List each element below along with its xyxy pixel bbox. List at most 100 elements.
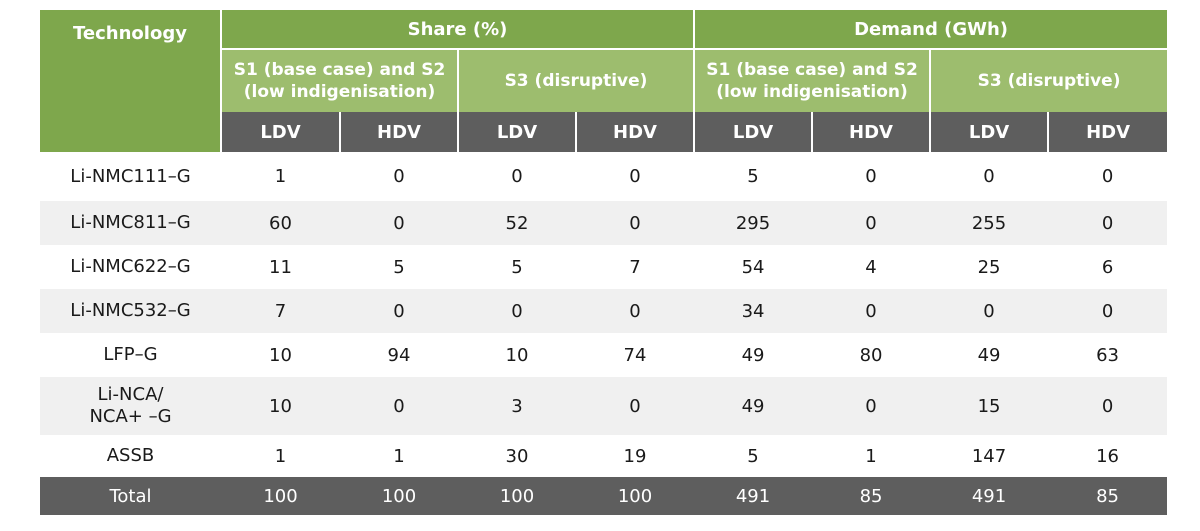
- total-cell: 100: [340, 477, 458, 515]
- cell: 0: [812, 201, 931, 245]
- cell: 5: [340, 245, 458, 289]
- header-demand-s3-ldv: LDV: [929, 112, 1049, 152]
- header-share: Share (%): [219, 10, 695, 49]
- row-technology-line1: Li-NCA/: [97, 384, 164, 405]
- row-technology: Li-NMC811–G: [40, 201, 221, 245]
- cell: 0: [930, 289, 1049, 333]
- cell: 10: [221, 333, 340, 377]
- cell: 0: [340, 377, 458, 435]
- cell: 7: [576, 245, 695, 289]
- table-row: Li-NMC811–G 60 0 52 0 295 0 255 0: [40, 201, 1168, 245]
- header-share-s1-line1: S1 (base case) and S2: [233, 60, 446, 80]
- header-demand-s1-line2: (low indigenisation): [716, 82, 908, 102]
- total-label: Total: [40, 477, 221, 515]
- cell: 11: [221, 245, 340, 289]
- header-demand: Demand (GWh): [693, 10, 1168, 49]
- cell: 0: [812, 152, 931, 201]
- cell: 0: [812, 289, 931, 333]
- total-cell: 85: [1048, 477, 1168, 515]
- cell: 147: [930, 435, 1049, 477]
- cell: 0: [1048, 377, 1168, 435]
- cell: 54: [694, 245, 813, 289]
- header-share-s1-line2: (low indigenisation): [243, 82, 436, 102]
- row-technology-line2: NCA+ –G: [89, 406, 172, 427]
- cell: 0: [340, 152, 458, 201]
- header-share-s3: S3 (disruptive): [456, 48, 695, 112]
- header-demand-s1-ldv: LDV: [693, 112, 813, 152]
- cell: 52: [458, 201, 576, 245]
- total-cell: 85: [812, 477, 931, 515]
- cell: 10: [458, 333, 576, 377]
- header-demand-s3: S3 (disruptive): [929, 48, 1168, 112]
- cell: 49: [694, 377, 813, 435]
- cell: 0: [458, 152, 576, 201]
- table-row: Li-NMC532–G 7 0 0 0 34 0 0 0: [40, 289, 1168, 333]
- cell: 1: [812, 435, 931, 477]
- row-technology: Li-NMC111–G: [40, 152, 221, 201]
- cell: 255: [930, 201, 1049, 245]
- cell: 63: [1048, 333, 1168, 377]
- cell: 15: [930, 377, 1049, 435]
- header-demand-s1-hdv: HDV: [811, 112, 931, 152]
- cell: 10: [221, 377, 340, 435]
- cell: 19: [576, 435, 695, 477]
- cell: 0: [340, 289, 458, 333]
- header-demand-s1-line1: S1 (base case) and S2: [706, 60, 918, 80]
- cell: 74: [576, 333, 695, 377]
- row-technology: LFP–G: [40, 333, 221, 377]
- cell: 6: [1048, 245, 1168, 289]
- cell: 49: [694, 333, 813, 377]
- cell: 5: [458, 245, 576, 289]
- cell: 49: [930, 333, 1049, 377]
- cell: 295: [694, 201, 813, 245]
- cell: 0: [576, 152, 695, 201]
- total-cell: 100: [221, 477, 340, 515]
- header-share-s1: S1 (base case) and S2 (low indigenisatio…: [220, 48, 458, 112]
- header-demand-s3-hdv: HDV: [1047, 112, 1168, 152]
- row-technology: Li-NMC532–G: [40, 289, 221, 333]
- cell: 7: [221, 289, 340, 333]
- total-row: Total 100 100 100 100 491 85 491 85: [40, 477, 1168, 515]
- table-row: Li-NMC622–G 11 5 5 7 54 4 25 6: [40, 245, 1168, 289]
- total-cell: 100: [458, 477, 576, 515]
- cell: 34: [694, 289, 813, 333]
- table-row: LFP–G 10 94 10 74 49 80 49 63: [40, 333, 1168, 377]
- row-technology: Li-NCA/ NCA+ –G: [40, 377, 221, 435]
- cell: 0: [576, 289, 695, 333]
- total-cell: 491: [930, 477, 1049, 515]
- table-row: ASSB 1 1 30 19 5 1 147 16: [40, 435, 1168, 477]
- header-demand-s1: S1 (base case) and S2 (low indigenisatio…: [693, 48, 931, 112]
- cell: 16: [1048, 435, 1168, 477]
- cell: 60: [221, 201, 340, 245]
- cell: 0: [340, 201, 458, 245]
- cell: 30: [458, 435, 576, 477]
- cell: 25: [930, 245, 1049, 289]
- cell: 0: [1048, 152, 1168, 201]
- cell: 5: [694, 152, 813, 201]
- header-technology: Technology: [40, 10, 221, 152]
- header-share-s3-ldv: LDV: [457, 112, 576, 152]
- header-share-s1-ldv: LDV: [220, 112, 340, 152]
- cell: 80: [812, 333, 931, 377]
- total-cell: 491: [694, 477, 813, 515]
- cell: 94: [340, 333, 458, 377]
- battery-demand-table: Technology Share (%) Demand (GWh) S1 (ba…: [40, 10, 1168, 515]
- header-share-s3-hdv: HDV: [574, 112, 695, 152]
- cell: 4: [812, 245, 931, 289]
- cell: 0: [576, 201, 695, 245]
- cell: 0: [812, 377, 931, 435]
- total-cell: 100: [576, 477, 695, 515]
- row-technology: Li-NMC622–G: [40, 245, 221, 289]
- cell: 0: [576, 377, 695, 435]
- row-technology: ASSB: [40, 435, 221, 477]
- table-row: Li-NMC111–G 1 0 0 0 5 0 0 0: [40, 152, 1168, 201]
- cell: 1: [221, 152, 340, 201]
- cell: 1: [221, 435, 340, 477]
- cell: 1: [340, 435, 458, 477]
- cell: 0: [1048, 201, 1168, 245]
- cell: 0: [930, 152, 1049, 201]
- cell: 0: [1048, 289, 1168, 333]
- cell: 5: [694, 435, 813, 477]
- cell: 0: [458, 289, 576, 333]
- table-row: Li-NCA/ NCA+ –G 10 0 3 0 49 0 15 0: [40, 377, 1168, 435]
